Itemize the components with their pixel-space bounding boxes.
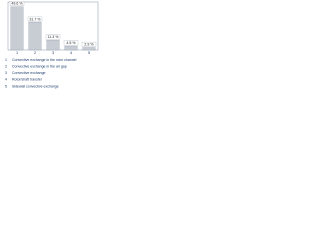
value-label-box — [81, 41, 97, 47]
legend-label: Sidewall convective exchange — [12, 84, 59, 88]
value-label: 2.9 % — [84, 42, 94, 46]
legend-number: 3 — [5, 71, 7, 75]
value-label: 31.7 % — [29, 17, 41, 21]
legend-number: 1 — [5, 58, 7, 62]
legend-label: Rotor/shaft transfer — [12, 78, 43, 82]
value-label-box — [45, 34, 61, 40]
value-label-box — [27, 16, 43, 22]
x-tick-label: 4 — [70, 51, 72, 55]
value-label-box — [63, 40, 79, 46]
value-label-box — [9, 1, 25, 6]
bar — [64, 45, 78, 51]
bar — [82, 47, 96, 51]
value-label: 4.5 % — [66, 41, 76, 45]
bar — [28, 22, 42, 51]
legend-number: 2 — [5, 65, 7, 69]
x-tick-label: 3 — [52, 51, 54, 55]
value-label: 11.3 % — [48, 35, 60, 39]
bar — [10, 6, 24, 51]
x-tick-label: 1 — [16, 51, 18, 55]
value-label: 49.6 % — [11, 2, 23, 6]
legend-number: 5 — [5, 84, 7, 88]
legend-label: Convective exchange — [12, 71, 46, 75]
x-tick-label: 5 — [88, 51, 90, 55]
legend-label: Convective exchange in the rotor channel — [12, 58, 77, 62]
x-tick-label: 2 — [34, 51, 36, 55]
chart: 1 49.6 % 2 31.7 % 3 11.3 % 4 4.5 % 5 2.9 % 1 Convec… — [5, 1, 99, 88]
bar — [46, 39, 60, 51]
page: {"chart_data": {"type": "bar", "categori… — [0, 0, 100, 93]
legend-label: Convective exchange in the air gap — [12, 65, 67, 69]
legend-number: 4 — [5, 78, 7, 82]
